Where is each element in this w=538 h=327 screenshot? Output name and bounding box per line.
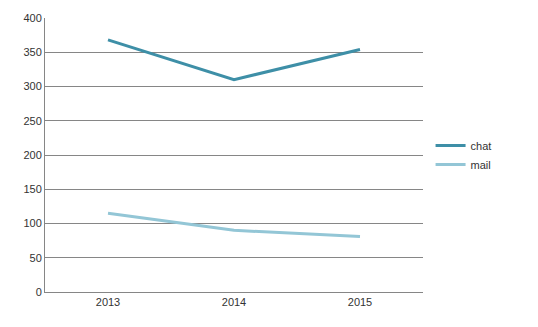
- svg-text:2013: 2013: [96, 296, 120, 308]
- svg-text:200: 200: [23, 149, 41, 161]
- svg-text:300: 300: [23, 80, 41, 92]
- svg-text:150: 150: [23, 183, 41, 195]
- svg-text:400: 400: [23, 12, 41, 24]
- svg-text:250: 250: [23, 115, 41, 127]
- svg-text:350: 350: [23, 46, 41, 58]
- svg-text:0: 0: [36, 286, 42, 298]
- svg-text:2015: 2015: [348, 296, 372, 308]
- svg-text:50: 50: [30, 252, 42, 264]
- svg-text:chat: chat: [471, 140, 492, 152]
- svg-text:mail: mail: [471, 159, 491, 171]
- svg-text:100: 100: [23, 217, 41, 229]
- svg-text:2014: 2014: [222, 296, 246, 308]
